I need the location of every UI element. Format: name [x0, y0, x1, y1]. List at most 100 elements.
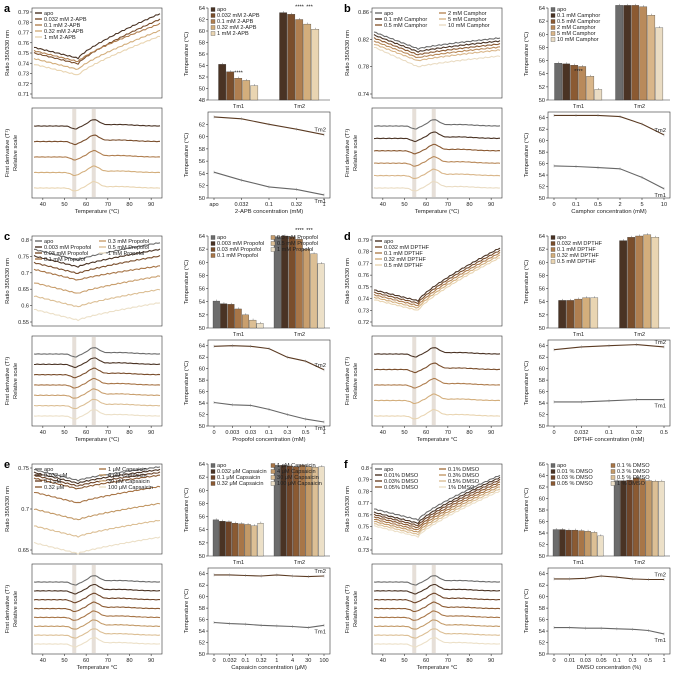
bar — [565, 529, 572, 557]
bar-ytick-label: 62 — [539, 247, 545, 253]
bar-ytick-label: 48 — [199, 98, 205, 104]
bar — [288, 236, 296, 329]
ratio-ytick-label: 0.8 — [21, 238, 29, 244]
line-axes — [207, 567, 331, 655]
temp-xtick-label: 70 — [105, 658, 111, 664]
tm2-line — [554, 114, 665, 136]
line-plot: Temperature (°C) 64 62 60 58 56 54 52 50 0 0.032 0.… — [524, 339, 671, 443]
bar-ytick-label: 50 — [539, 326, 545, 332]
bar-ytick-label: 54 — [539, 300, 545, 306]
line-xtick-label: 0.1 — [242, 658, 250, 664]
line-ytick-label: 56 — [539, 390, 545, 396]
legend-label: apo — [557, 7, 566, 13]
bar — [311, 29, 320, 101]
derivative-curve — [373, 347, 501, 358]
derivative-ylabel: First derivative (T¹) — [345, 129, 351, 178]
line-ylabel: Temperature (°C) — [184, 589, 190, 634]
temp-xlabel: Temperature °C — [417, 437, 458, 443]
bar-ytick-label: 54 — [199, 64, 205, 70]
derivative-ylabel-2: Relative scale — [13, 363, 19, 399]
legend-label: 0.3 % DMSO — [617, 469, 650, 475]
legend-label: 0.1 mM 2-APB — [217, 19, 254, 25]
bar — [558, 300, 567, 329]
line-ytick-label: 52 — [539, 185, 545, 191]
line-ytick-label: 60 — [539, 367, 545, 373]
derivative-curve — [373, 583, 501, 595]
legend-swatch — [210, 253, 216, 258]
ratio-curve — [33, 302, 161, 322]
bar — [632, 477, 640, 557]
legend-label: 0.1 mM Propofol — [217, 253, 258, 259]
line-xtick-label: 0.03 — [245, 430, 256, 436]
bar-ytick-label: 56 — [199, 287, 205, 293]
ratio-axes — [371, 7, 503, 99]
bar — [562, 63, 571, 101]
bar-group-label: Tm1 — [233, 332, 244, 338]
ratio-curve — [373, 43, 501, 62]
bar-ytick-label: 52 — [199, 75, 205, 81]
bar — [566, 300, 575, 329]
derivative-curve — [373, 181, 501, 192]
temp-xtick-label: 50 — [61, 658, 67, 664]
temp-xtick-label: 60 — [423, 202, 429, 208]
line-xtick-label: 1 — [322, 202, 325, 208]
legend-swatch — [210, 463, 216, 468]
legend-label: 1 mM 2-APB — [217, 31, 249, 37]
ratio-ytick-label: 0.72 — [18, 82, 29, 88]
ratio-plot: Ratio 350/330 nm 0.79 0.78 0.77 0.76 0.75 0.74… — [5, 7, 163, 99]
legend-swatch — [610, 475, 616, 480]
bar — [658, 481, 665, 557]
ratio-ytick-label: 0.71 — [18, 92, 29, 98]
ratio-curve — [33, 242, 161, 262]
legend-label: 0.03 mM Propofol — [217, 247, 261, 253]
legend-label: 0.1 mM 2-APB — [44, 23, 81, 29]
derivative-curve — [33, 347, 161, 358]
legend-swatch — [270, 241, 276, 246]
bar — [635, 235, 644, 329]
legend-label: 0.03 % DMSO — [557, 475, 593, 481]
temp-xtick-label: 60 — [83, 202, 89, 208]
derivative-plot: First derivative (T¹) Relative scale 40 50 6… — [5, 563, 163, 671]
derivative-plot: First derivative (T¹) Relative scale 40 50 6… — [5, 335, 163, 443]
temp-xtick-label: 70 — [445, 430, 451, 436]
bar-plot: Temperature (°C) 66 64 62 60 58 56 54 52 50 Tm1 Tm2… — [524, 462, 670, 566]
legend-label: 0.1 mM DPTHF — [557, 247, 596, 253]
bar-ytick-label: 60 — [199, 29, 205, 35]
significance-annotation: *** — [306, 5, 313, 11]
legend-label: apo — [384, 467, 393, 473]
ratio-curve — [33, 485, 161, 504]
bar — [613, 480, 620, 557]
line-axes — [547, 339, 671, 427]
derivative-curve — [33, 601, 161, 613]
legend-swatch — [550, 241, 556, 246]
bar — [590, 297, 599, 329]
legend-label: apo — [44, 11, 53, 17]
ratio-curve — [373, 481, 501, 529]
bar — [286, 465, 293, 557]
ratio-curve — [33, 35, 160, 76]
legend-label: 0.32 mM 2-APB — [217, 25, 257, 31]
legend-label: 0.5% DMSO — [448, 479, 480, 485]
ratio-curve — [373, 247, 501, 303]
legend-label: 0.01 % DMSO — [557, 469, 593, 475]
bar — [295, 239, 303, 329]
line-ylabel: Temperature (°C) — [524, 361, 530, 406]
line-axes — [547, 111, 671, 199]
legend-label: 0.5 mM Propofol — [108, 245, 149, 251]
derivative-ylabel: First derivative (T¹) — [5, 129, 11, 178]
line-xtick-label: 0 — [212, 658, 215, 664]
line-axes — [547, 567, 671, 655]
ratio-ytick-label: 0.55 — [18, 320, 29, 326]
tm1-line — [213, 401, 325, 423]
bar-ytick-label: 58 — [539, 508, 545, 514]
derivative-curve — [373, 393, 501, 405]
legend-swatch — [210, 25, 216, 30]
panel-label: b — [344, 3, 351, 15]
bar — [586, 76, 595, 101]
significance-annotation: **** — [635, 0, 645, 3]
legend-swatch — [210, 469, 216, 474]
bar — [256, 323, 264, 329]
legend-swatch — [270, 463, 276, 468]
